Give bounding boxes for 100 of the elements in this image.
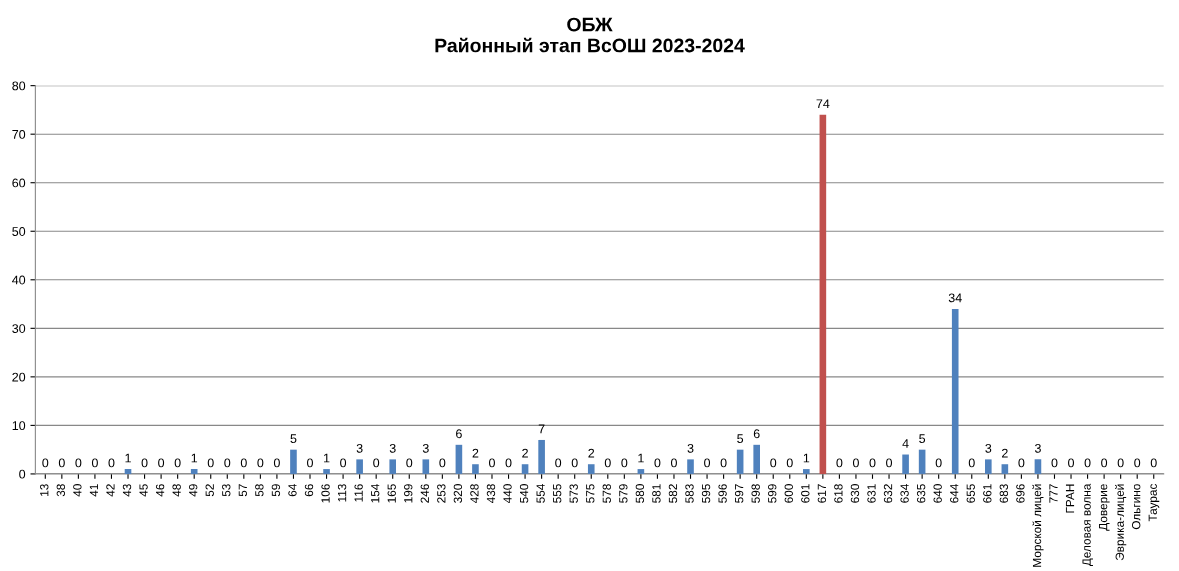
bar xyxy=(753,444,760,474)
bar xyxy=(587,464,595,474)
bar xyxy=(819,114,827,474)
x-tick-label: 596 xyxy=(718,484,727,503)
data-label: 2 xyxy=(522,448,528,458)
x-tick-label: 640 xyxy=(933,484,942,503)
x-tick-label: 49 xyxy=(189,484,198,497)
bar xyxy=(190,469,198,474)
bar xyxy=(985,459,992,474)
data-label: 0 xyxy=(307,458,313,468)
bar xyxy=(521,464,529,474)
x-tick-label: 555 xyxy=(553,484,562,503)
data-label: 0 xyxy=(174,458,181,468)
data-label: 3 xyxy=(389,443,396,453)
bar xyxy=(290,449,297,474)
data-label: 1 xyxy=(324,453,330,463)
x-tick-label: 617 xyxy=(817,484,827,503)
x-tick-label: 583 xyxy=(685,484,694,503)
bar xyxy=(356,459,363,474)
data-label: 34 xyxy=(948,293,962,303)
data-label: 0 xyxy=(770,458,777,468)
x-tick-label: Ольгино xyxy=(1132,484,1141,530)
x-tick-label: ГРАН xyxy=(1065,484,1075,513)
x-tick-label: 573 xyxy=(569,484,578,503)
x-tick-label: 66 xyxy=(304,484,314,497)
y-tick-label: 80 xyxy=(12,81,26,91)
x-tick-label: 618 xyxy=(834,484,843,503)
data-label: 0 xyxy=(968,458,975,468)
data-label: 2 xyxy=(472,448,479,458)
data-label: 5 xyxy=(737,434,744,444)
x-tick-label: 600 xyxy=(784,484,793,503)
data-label: 2 xyxy=(1002,448,1008,458)
x-tick-label: 42 xyxy=(106,484,115,497)
bar xyxy=(951,308,959,474)
x-tick-label: 440 xyxy=(503,484,512,504)
x-tick-label: 428 xyxy=(470,484,479,504)
x-tick-label: 696 xyxy=(1016,484,1025,503)
data-label: 0 xyxy=(935,458,942,468)
data-label: 7 xyxy=(538,424,545,434)
bar xyxy=(389,459,397,474)
y-tick-label: 70 xyxy=(12,129,26,139)
bar xyxy=(902,454,909,474)
x-tick-label: 57 xyxy=(238,484,247,497)
data-label: 0 xyxy=(654,458,661,468)
data-label: 5 xyxy=(290,434,297,444)
bar xyxy=(455,444,463,474)
data-label: 0 xyxy=(1068,458,1075,468)
data-label: 0 xyxy=(720,458,727,468)
data-label: 1 xyxy=(125,453,131,463)
data-label: 0 xyxy=(1150,458,1157,468)
x-tick-label: 644 xyxy=(950,484,959,503)
data-label: 0 xyxy=(373,458,380,468)
x-tick-label: 635 xyxy=(916,484,926,503)
x-tick-label: 48 xyxy=(172,484,181,497)
data-label: 0 xyxy=(141,458,148,468)
x-tick-label: 53 xyxy=(222,484,231,497)
data-label: 0 xyxy=(406,458,413,468)
x-tick-label: 438 xyxy=(486,484,496,504)
x-tick-label: 598 xyxy=(751,484,760,503)
x-tick-label: 43 xyxy=(122,484,132,497)
x-tick-label: Таурас xyxy=(1148,483,1160,522)
data-label: 0 xyxy=(91,458,98,468)
bar xyxy=(124,469,132,474)
x-tick-label: Деловая волна xyxy=(1082,483,1093,567)
x-tick-label: 599 xyxy=(768,484,777,503)
data-label: 0 xyxy=(670,458,677,468)
y-tick-label: 20 xyxy=(12,372,26,382)
bar xyxy=(637,469,645,474)
data-label: 0 xyxy=(439,458,446,468)
data-label: 74 xyxy=(816,99,830,109)
bar xyxy=(472,464,479,474)
y-tick-label: 0 xyxy=(19,469,26,479)
data-label: 3 xyxy=(356,443,363,453)
data-label: 0 xyxy=(886,458,893,468)
data-label: 0 xyxy=(75,458,82,468)
x-tick-label: 38 xyxy=(56,484,66,497)
x-tick-label: Морской лицей xyxy=(1032,484,1044,567)
data-label: 3 xyxy=(687,443,694,453)
data-label: 0 xyxy=(836,458,843,468)
data-label: 0 xyxy=(158,458,165,468)
x-tick-label: 630 xyxy=(850,484,860,503)
x-tick-label: 246 xyxy=(420,484,429,503)
x-tick-label: 575 xyxy=(586,484,595,503)
chart-title: ОБЖ Районный этап ВсОШ 2023-2024 xyxy=(435,17,745,53)
x-tick-label: 58 xyxy=(255,484,264,497)
data-label: 0 xyxy=(604,458,611,468)
bar xyxy=(1034,459,1042,474)
data-label: 0 xyxy=(1117,458,1124,468)
y-tick-label: 60 xyxy=(12,178,26,188)
x-tick-label: 113 xyxy=(337,484,347,502)
x-tick-label: 41 xyxy=(89,484,98,497)
data-label: 0 xyxy=(240,458,247,468)
bar xyxy=(538,439,545,474)
y-tick-label: 40 xyxy=(12,275,26,285)
data-label: 1 xyxy=(638,453,644,463)
data-label: 3 xyxy=(422,443,429,453)
x-tick-label: 554 xyxy=(536,484,545,503)
x-tick-label: 540 xyxy=(519,484,529,503)
x-tick-label: 595 xyxy=(701,484,711,503)
y-tick-label: 10 xyxy=(12,421,26,431)
